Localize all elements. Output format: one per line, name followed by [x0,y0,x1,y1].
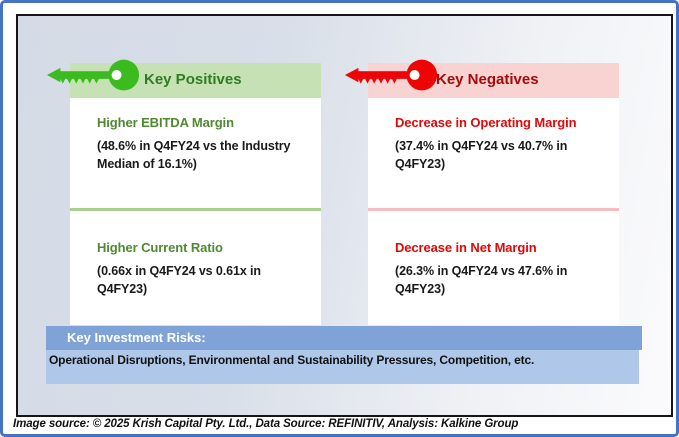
positives-card: Higher EBITDA Margin (48.6% in Q4FY24 vs… [70,98,321,325]
positive-item-detail: (0.66x in Q4FY24 vs 0.61x in Q4FY23) [97,264,261,296]
green-divider [70,208,321,211]
positives-header-label: Key Positives [144,71,242,88]
positive-item-detail: (48.6% in Q4FY24 vs the Industry Median … [97,139,291,171]
positive-item-title: Higher EBITDA Margin [97,115,234,130]
key-icon [46,59,140,91]
positive-item: Higher EBITDA Margin (48.6% in Q4FY24 vs… [70,98,321,208]
red-divider [368,208,619,211]
key-icon [344,59,438,91]
positive-item: Higher Current Ratio (0.66x in Q4FY24 vs… [70,211,321,325]
risks-body-bar: Operational Disruptions, Environmental a… [46,350,639,384]
content-panel: Key Positives Higher EBITDA Margin (48.6… [16,14,673,417]
negatives-header-label: Key Negatives [436,71,539,88]
positive-item-title: Higher Current Ratio [97,240,223,255]
negative-item-title: Decrease in Net Margin [395,240,537,255]
negative-item: Decrease in Operating Margin (37.4% in Q… [368,98,619,208]
negative-item-title: Decrease in Operating Margin [395,115,577,130]
negative-item: Decrease in Net Margin (26.3% in Q4FY24 … [368,211,619,325]
negative-item-detail: (26.3% in Q4FY24 vs 47.6% in Q4FY23) [395,264,568,296]
negative-item-detail: (37.4% in Q4FY24 vs 40.7% in Q4FY23) [395,139,568,171]
source-attribution: Image source: © 2025 Krish Capital Pty. … [13,418,519,430]
negatives-card: Decrease in Operating Margin (37.4% in Q… [368,98,619,325]
risks-header-bar: Key Investment Risks: [46,326,642,350]
